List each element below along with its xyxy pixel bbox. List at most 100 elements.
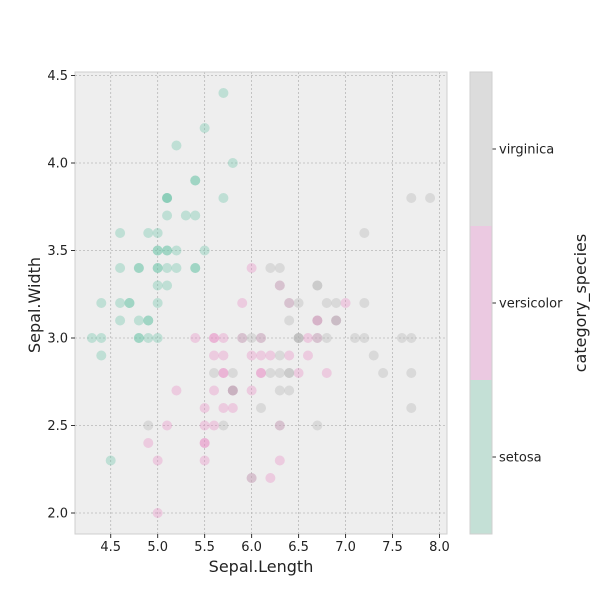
data-point-versicolor	[199, 420, 210, 431]
data-point-setosa	[96, 350, 107, 361]
data-point-versicolor	[274, 455, 285, 466]
colorbar-tick-label: versicolor	[499, 297, 563, 312]
data-point-virginica	[293, 333, 304, 343]
data-point-virginica	[274, 280, 285, 291]
data-point-virginica	[406, 193, 417, 203]
data-point-virginica	[274, 420, 285, 431]
data-point-virginica	[406, 403, 417, 413]
data-point-versicolor	[199, 455, 210, 466]
data-point-versicolor	[237, 333, 248, 343]
data-point-setosa	[199, 245, 210, 256]
x-tick-label: 4.5	[100, 540, 121, 555]
data-point-versicolor	[265, 473, 276, 483]
data-point-setosa	[143, 333, 154, 343]
data-point-virginica	[274, 368, 285, 378]
data-point-versicolor	[190, 333, 201, 343]
data-point-setosa	[143, 315, 154, 326]
data-point-versicolor	[237, 298, 248, 308]
data-point-versicolor	[209, 420, 220, 431]
data-point-setosa	[152, 245, 163, 256]
data-point-setosa	[133, 333, 144, 343]
y-tick-label: 2.0	[47, 507, 68, 522]
data-point-versicolor	[171, 385, 182, 396]
data-point-setosa	[96, 298, 107, 308]
colorbar-segment-setosa	[470, 380, 492, 534]
data-point-setosa	[115, 263, 126, 273]
data-point-virginica	[406, 333, 417, 343]
data-point-setosa	[171, 140, 182, 151]
data-point-setosa	[162, 245, 173, 256]
x-tick-label: 8.0	[429, 540, 450, 555]
colorbar-label: category_species	[571, 234, 591, 372]
data-point-virginica	[321, 298, 332, 308]
data-point-setosa	[199, 123, 210, 133]
data-point-setosa	[190, 175, 201, 186]
data-point-virginica	[331, 315, 342, 326]
data-point-virginica	[256, 403, 266, 413]
data-point-versicolor	[302, 350, 313, 361]
data-point-setosa	[218, 193, 229, 203]
y-tick-label: 4.0	[47, 157, 68, 172]
colorbar: setosa versicolor virginica	[469, 71, 563, 535]
data-point-setosa	[162, 245, 173, 256]
data-point-versicolor	[331, 315, 342, 326]
data-point-versicolor	[209, 333, 220, 343]
data-point-virginica	[209, 368, 220, 378]
data-point-setosa	[152, 245, 163, 256]
data-point-versicolor	[209, 333, 220, 343]
data-point-virginica	[284, 315, 295, 326]
data-point-setosa	[218, 88, 229, 98]
data-point-virginica	[396, 333, 407, 343]
plot-frame	[74, 71, 448, 535]
data-point-versicolor	[218, 368, 229, 378]
data-point-versicolor	[256, 333, 266, 343]
data-point-virginica	[237, 333, 248, 343]
data-point-setosa	[171, 263, 182, 273]
data-point-versicolor	[321, 368, 332, 378]
data-point-virginica	[246, 333, 257, 343]
x-tick-label: 5.5	[194, 540, 215, 555]
data-point-versicolor	[274, 280, 285, 291]
colorbar-segment-versicolor	[470, 226, 492, 380]
data-point-versicolor	[340, 298, 351, 308]
data-point-virginica	[284, 368, 295, 378]
colorbar-tick-label: setosa	[499, 451, 542, 466]
data-point-setosa	[180, 210, 191, 221]
data-point-versicolor	[152, 508, 163, 518]
data-point-setosa	[105, 455, 116, 466]
data-point-virginica	[359, 298, 370, 308]
data-point-virginica	[143, 420, 154, 431]
data-point-setosa	[190, 263, 201, 273]
data-point-versicolor	[284, 350, 295, 361]
data-point-setosa	[162, 193, 173, 203]
data-point-versicolor	[218, 350, 229, 361]
data-point-setosa	[143, 315, 154, 326]
data-point-virginica	[293, 333, 304, 343]
data-point-setosa	[115, 228, 126, 238]
data-point-versicolor	[274, 420, 285, 431]
colorbar-segment-virginica	[470, 72, 492, 226]
data-point-versicolor	[152, 455, 163, 466]
x-tick-label: 7.0	[335, 540, 356, 555]
data-point-virginica	[331, 298, 342, 308]
data-point-virginica	[368, 350, 379, 361]
data-point-versicolor	[227, 385, 238, 396]
data-point-versicolor	[143, 438, 154, 448]
data-point-virginica	[293, 298, 304, 308]
y-tick-label: 3.5	[47, 244, 68, 259]
plot-background	[75, 72, 447, 534]
data-point-virginica	[312, 420, 323, 431]
data-point-setosa	[190, 210, 201, 221]
x-tick-label: 7.5	[382, 540, 403, 555]
data-point-virginica	[284, 368, 295, 378]
data-point-virginica	[293, 333, 304, 343]
data-point-versicolor	[218, 368, 229, 378]
data-point-virginica	[359, 228, 370, 238]
data-point-virginica	[227, 385, 238, 396]
x-tick-label: 5.0	[147, 540, 168, 555]
data-point-virginica	[274, 385, 285, 396]
x-axis-label: Sepal.Length	[209, 557, 314, 576]
data-point-setosa	[133, 263, 144, 273]
